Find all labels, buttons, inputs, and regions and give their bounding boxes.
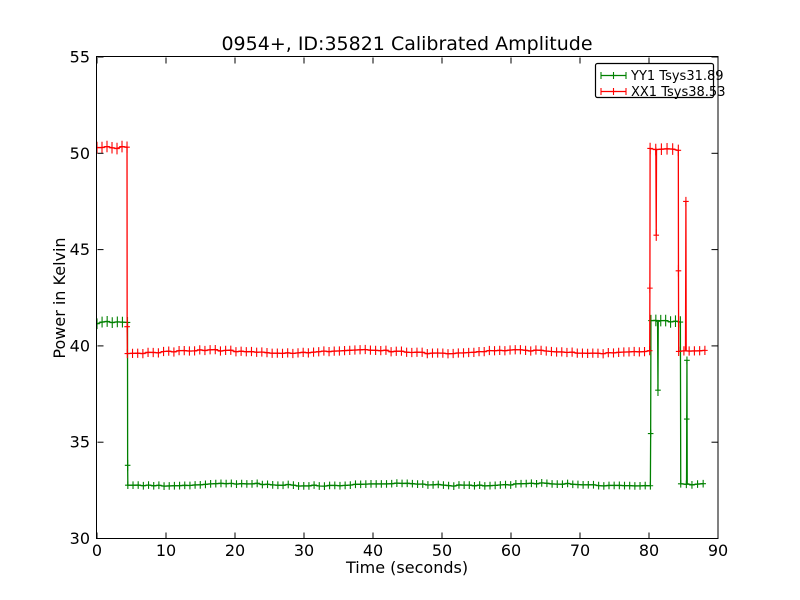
legend-entry: XX1 Tsys38.53 [600, 85, 725, 100]
y-tick-label: 35 [70, 433, 90, 452]
y-tick-label: 45 [70, 240, 90, 259]
y-tick-label: 50 [70, 144, 90, 163]
y-tick-label: 55 [70, 48, 90, 67]
y-axis-label: Power in Kelvin [50, 237, 69, 358]
series-yy1 [96, 314, 706, 490]
legend-box [594, 62, 715, 99]
plot-frame [96, 56, 719, 539]
x-tick-label: 80 [639, 541, 659, 560]
x-tick-label: 20 [225, 541, 245, 560]
x-tick-label: 60 [501, 541, 521, 560]
y-tick-label: 40 [70, 336, 90, 355]
x-tick-label: 70 [570, 541, 590, 560]
legend-entry: YY1 Tsys31.89 [600, 69, 724, 84]
legend-label: XX1 Tsys38.53 [631, 85, 725, 100]
x-tick-label: 10 [156, 541, 176, 560]
x-tick-label: 30 [294, 541, 314, 560]
x-tick-label: 0 [92, 541, 102, 560]
y-tick-label: 30 [70, 529, 90, 548]
legend-label: YY1 Tsys31.89 [630, 69, 724, 84]
x-tick-label: 40 [363, 541, 383, 560]
x-axis-label: Time (seconds) [345, 558, 468, 577]
x-tick-label: 50 [432, 541, 452, 560]
axes-frame: 0 10 20 30 40 50 60 70 80 90 30 35 40 45 50 55 [70, 48, 729, 561]
x-tick-label: 90 [708, 541, 728, 560]
chart-title: 0954+, ID:35821 Calibrated Amplitude [221, 33, 592, 55]
